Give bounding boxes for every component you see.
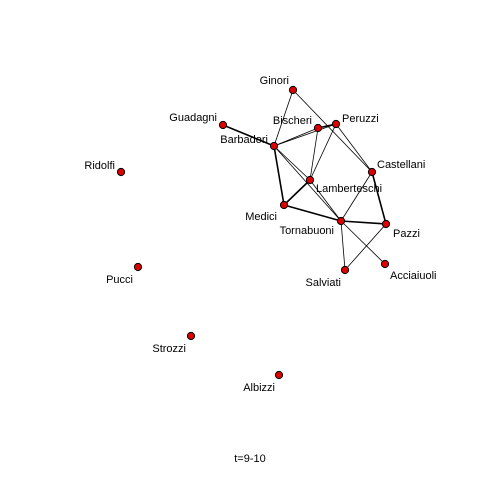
node-strozzi xyxy=(186,331,196,341)
node-lamberteschi xyxy=(305,175,315,185)
edge-lamberteschi-tornabuoni xyxy=(309,179,342,222)
edge-tornabuoni-pazzi xyxy=(340,220,387,225)
node-bischeri xyxy=(313,123,323,133)
node-label-barbadori: Barbadori xyxy=(220,134,268,146)
node-label-salviati: Salviati xyxy=(306,277,341,289)
node-guadagni xyxy=(218,120,228,130)
edges-layer xyxy=(222,89,387,271)
edge-castellani-tornabuoni xyxy=(340,171,373,222)
edge-ginori-barbadori xyxy=(273,89,294,147)
node-salviati xyxy=(340,265,350,275)
edge-tornabuoni-salviati xyxy=(340,220,346,271)
node-peruzzi xyxy=(331,119,341,129)
node-tornabuoni xyxy=(336,216,346,226)
edge-pazzi-salviati xyxy=(344,223,387,271)
node-barbadori xyxy=(269,141,279,151)
node-label-tornabuoni: Tornabuoni xyxy=(280,225,334,237)
edge-peruzzi-lamberteschi xyxy=(309,123,337,181)
edge-guadagni-barbadori xyxy=(222,124,275,147)
node-albizzi xyxy=(274,370,284,380)
node-label-castellani: Castellani xyxy=(377,159,425,171)
edge-medici-tornabuoni xyxy=(283,204,342,222)
nodes-layer xyxy=(116,85,391,380)
node-pucci xyxy=(133,262,143,272)
node-label-lamberteschi: Lamberteschi xyxy=(316,183,382,195)
node-label-albizzi: Albizzi xyxy=(243,382,275,394)
node-ridolfi xyxy=(116,167,126,177)
node-label-bischeri: Bischeri xyxy=(273,115,312,127)
node-label-strozzi: Strozzi xyxy=(152,343,186,355)
edge-peruzzi-barbadori xyxy=(273,123,337,147)
labels-layer: Ginori Guadagni Bischeri Peruzzi Barbadori Ri… xyxy=(84,75,436,394)
edge-barbadori-lamberteschi xyxy=(273,145,311,181)
edge-barbadori-medici xyxy=(273,145,285,206)
node-label-pazzi: Pazzi xyxy=(393,228,420,240)
node-label-acciaiuoli: Acciaiuoli xyxy=(390,270,436,282)
edge-lamberteschi-medici xyxy=(283,179,311,206)
node-ginori xyxy=(288,85,298,95)
node-label-medici: Medici xyxy=(245,211,277,223)
node-acciaiuoli xyxy=(380,259,390,269)
node-castellani xyxy=(367,167,377,177)
time-caption: t=9-10 xyxy=(234,453,266,465)
node-label-guadagni: Guadagni xyxy=(169,112,217,124)
node-pazzi xyxy=(381,219,391,229)
node-label-ginori: Ginori xyxy=(260,75,289,87)
edge-peruzzi-castellani xyxy=(335,123,373,173)
edge-bischeri-lamberteschi xyxy=(309,127,319,181)
edge-castellani-pazzi xyxy=(371,171,387,225)
node-label-peruzzi: Peruzzi xyxy=(342,113,379,125)
node-label-ridolfi: Ridolfi xyxy=(84,160,115,172)
node-medici xyxy=(279,200,289,210)
node-label-pucci: Pucci xyxy=(106,274,133,286)
edge-tornabuoni-acciaiuoli xyxy=(340,220,386,265)
